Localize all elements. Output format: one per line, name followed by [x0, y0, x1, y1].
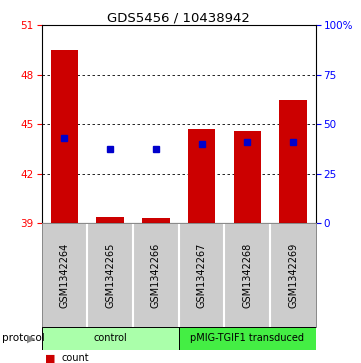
Text: control: control: [93, 334, 127, 343]
Bar: [51, 50, 78, 223]
Text: GSM1342264: GSM1342264: [59, 242, 69, 307]
Bar: [96, 217, 124, 223]
Bar: [188, 129, 215, 223]
Bar: [234, 131, 261, 223]
Text: GSM1342268: GSM1342268: [242, 242, 252, 307]
Title: GDS5456 / 10438942: GDS5456 / 10438942: [107, 11, 250, 24]
Bar: [142, 218, 170, 223]
Text: GSM1342265: GSM1342265: [105, 242, 115, 308]
Text: ▶: ▶: [27, 334, 36, 343]
Text: count: count: [61, 354, 89, 363]
Text: pMIG-TGIF1 transduced: pMIG-TGIF1 transduced: [190, 334, 304, 343]
Text: protocol: protocol: [2, 334, 44, 343]
Bar: [42, 327, 179, 350]
Text: GSM1342266: GSM1342266: [151, 242, 161, 307]
Text: ■: ■: [45, 354, 56, 363]
Text: GSM1342269: GSM1342269: [288, 242, 298, 307]
Bar: [179, 327, 316, 350]
Text: GSM1342267: GSM1342267: [196, 242, 206, 308]
Bar: [279, 99, 307, 223]
